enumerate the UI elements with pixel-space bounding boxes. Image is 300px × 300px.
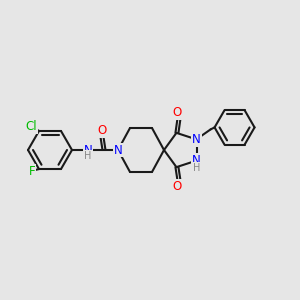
Text: O: O (98, 124, 106, 137)
Text: N: N (84, 143, 92, 157)
Text: Cl: Cl (25, 120, 37, 134)
Text: F: F (29, 165, 35, 178)
Text: O: O (173, 106, 182, 119)
Text: N: N (192, 133, 201, 146)
Text: O: O (98, 124, 106, 137)
Text: O: O (173, 180, 182, 193)
Text: N: N (84, 143, 92, 157)
Text: F: F (29, 165, 35, 178)
Text: N: N (114, 143, 122, 157)
Text: H: H (84, 151, 92, 161)
Text: N: N (192, 154, 201, 167)
Text: N: N (192, 154, 201, 167)
Text: O: O (173, 106, 182, 119)
Text: O: O (173, 180, 182, 193)
Text: H: H (193, 163, 200, 172)
Text: H: H (84, 151, 92, 161)
Text: N: N (192, 133, 201, 146)
Text: Cl: Cl (25, 120, 37, 134)
Text: N: N (114, 143, 122, 157)
Text: H: H (193, 163, 200, 172)
